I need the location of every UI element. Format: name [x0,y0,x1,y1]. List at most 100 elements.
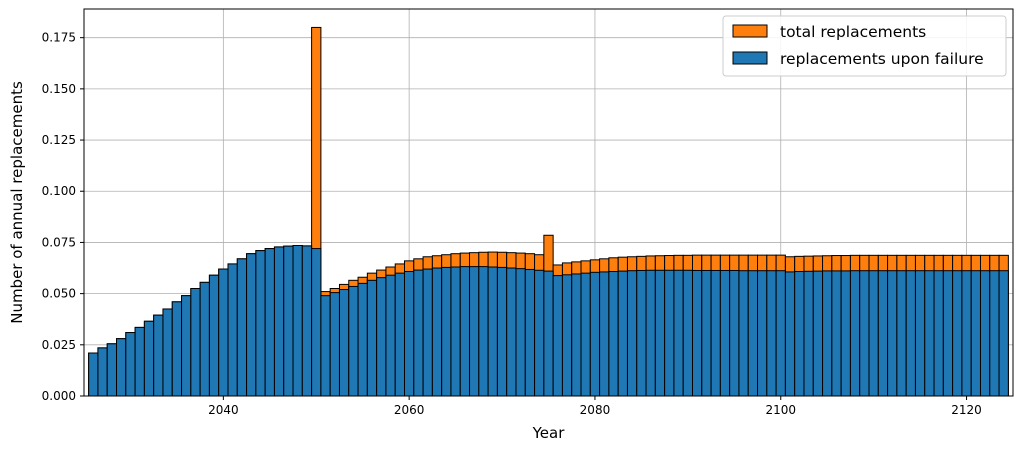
failure-bar-2119 [952,270,963,397]
failure-bar-2071 [506,267,517,397]
legend-label-replacements-upon-failure: replacements upon failure [780,50,984,68]
failure-bar-2044 [255,250,266,397]
failure-bar-2099 [766,270,777,397]
failure-bar-2075 [543,270,554,397]
failure-bar-2050 [311,248,322,397]
failure-bar-2081 [599,271,610,397]
x-tick-label-3: 2100 [765,403,796,417]
failure-bar-2032 [143,320,155,397]
failure-bar-2105 [822,270,833,397]
failure-bar-2123 [989,270,1000,397]
x-tick-label-0: 2040 [208,403,239,417]
failure-bar-2030 [125,332,136,397]
failure-bar-2111 [877,270,889,397]
failure-bar-2047 [283,245,294,397]
failure-bar-2053 [338,289,350,397]
failure-bar-2056 [366,279,378,397]
failure-bar-2033 [153,314,164,397]
failure-bar-2083 [617,270,628,397]
failure-bar-2029 [116,338,127,397]
x-tick-label-4: 2120 [951,403,982,417]
failure-bar-2046 [273,246,285,397]
legend-swatch-total-replacements [732,24,768,38]
failure-bar-2042 [236,258,248,397]
failure-bar-2066 [459,266,471,397]
failure-bar-2055 [357,282,368,397]
y-tick-label-7: 0.175 [42,31,76,45]
failure-bar-2031 [134,326,145,397]
failure-bar-2124 [998,270,1009,397]
failure-bar-2037 [190,288,201,397]
failure-bar-2048 [292,245,303,397]
failure-bar-2108 [849,270,861,397]
failure-bar-2077 [561,274,573,397]
legend: total replacements replacements upon fai… [722,15,1007,77]
failure-bar-2079 [580,272,591,397]
failure-bar-2065 [450,266,461,397]
failure-bar-2034 [162,308,173,397]
failure-bar-2040 [218,268,229,397]
failure-bar-2121 [970,270,981,397]
failure-bar-2091 [691,269,703,397]
failure-bar-2089 [673,269,684,397]
failure-bar-2028 [106,343,118,397]
legend-swatch-replacements-upon-failure [732,51,768,65]
failure-bar-2070 [496,266,508,397]
failure-bar-2122 [979,270,991,397]
y-tick-label-0: 0.000 [42,389,76,403]
failure-bar-2082 [608,271,619,397]
failure-bar-2100 [775,270,786,397]
failure-bar-2101 [784,271,796,397]
failure-bar-2080 [589,271,601,397]
failure-bar-2061 [413,269,424,397]
failure-bar-2057 [376,277,387,397]
failure-bar-2059 [394,272,406,397]
failure-bar-2116 [924,270,935,397]
y-tick-label-4: 0.100 [42,184,76,198]
failure-bar-2074 [534,269,545,397]
failure-bar-2064 [441,266,452,397]
failure-bar-2092 [701,269,712,397]
legend-box [722,15,1007,77]
failure-bar-2049 [301,245,313,397]
failure-bar-2118 [942,270,954,397]
failure-bar-2095 [729,269,740,397]
failure-bar-2110 [868,270,879,397]
failure-bar-2072 [515,268,526,397]
series-replacements-upon-failure [88,245,1009,397]
failure-bar-2117 [933,270,944,397]
failure-bar-2097 [747,270,759,397]
failure-bar-2073 [524,268,536,397]
failure-bar-2113 [896,270,907,397]
failure-bar-2115 [914,270,926,397]
failure-bar-2067 [469,266,480,397]
y-axis-ticks: 0.000 0.025 0.050 0.075 0.100 0.125 0.150 0.175 [42,31,84,403]
failure-bar-2076 [552,275,563,397]
failure-bar-2098 [757,270,768,397]
failure-bar-2035 [171,301,183,397]
failure-bar-2094 [719,269,731,397]
failure-bar-2093 [710,269,721,397]
y-tick-label-1: 0.025 [42,338,76,352]
y-tick-label-3: 0.075 [42,235,76,249]
failure-bar-2096 [738,270,749,397]
failure-bar-2104 [812,270,824,397]
failure-bar-2112 [887,270,898,397]
failure-bar-2109 [859,270,870,397]
failure-bar-2078 [571,273,582,397]
x-axis-ticks: 2040 2060 2080 2100 2120 [208,396,982,417]
failure-bar-2085 [636,269,647,397]
failure-bar-2120 [961,270,972,397]
y-tick-label-5: 0.125 [42,133,76,147]
failure-bar-2084 [626,270,638,397]
failure-bar-2060 [404,271,415,397]
failure-bar-2041 [227,263,238,397]
failure-bar-2106 [831,270,842,397]
failure-bar-2027 [97,347,108,397]
failure-bar-2026 [88,352,99,397]
x-tick-label-2: 2080 [580,403,611,417]
failure-bar-2036 [181,295,192,397]
y-tick-label-2: 0.050 [42,287,76,301]
failure-bar-2063 [431,267,443,397]
failure-bar-2043 [246,253,257,397]
